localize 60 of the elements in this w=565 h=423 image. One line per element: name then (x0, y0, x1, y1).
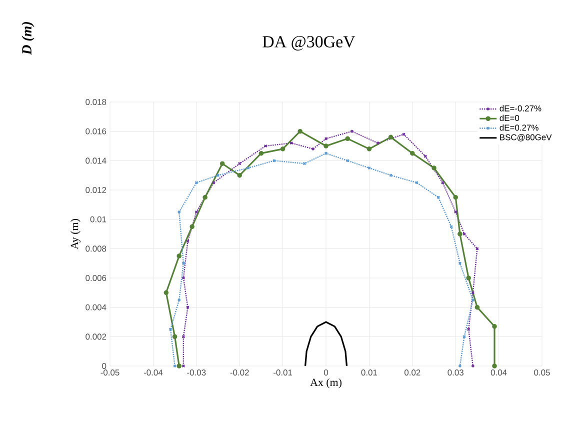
point (458, 232, 462, 236)
legend-label: BSC@80GeV (500, 134, 552, 142)
point (258, 150, 264, 156)
y-tick-label: 0.018 (86, 99, 106, 105)
point (474, 304, 480, 310)
point (237, 172, 242, 178)
y-tick-label: 0.016 (86, 128, 106, 134)
point (173, 364, 177, 368)
point (246, 166, 250, 170)
legend-label: dE=0 (500, 114, 520, 122)
point (410, 150, 415, 156)
point (492, 364, 497, 368)
point (280, 146, 286, 152)
point (324, 144, 328, 148)
y-tick-label: 0.002 (86, 334, 106, 340)
point (164, 290, 169, 296)
point (453, 194, 458, 200)
point (172, 334, 178, 340)
legend-label: dE=-0.27% (500, 105, 542, 112)
y-tick-label: 0.014 (86, 158, 106, 164)
y-tick-label: 0.01 (90, 216, 106, 222)
x-tick-label: 0.02 (404, 370, 420, 376)
x-tick-label: 0.03 (448, 370, 464, 376)
x-tick-label: 0.05 (534, 370, 550, 376)
point (220, 161, 225, 166)
legend-label: dE=0.27% (500, 124, 538, 131)
x-tick-label: -0.03 (187, 370, 206, 376)
point (492, 324, 497, 329)
y-tick-label: 0.012 (86, 187, 106, 193)
point (462, 232, 466, 236)
x-tick-label: 0 (324, 370, 328, 376)
x-tick-label: -0.01 (274, 370, 292, 376)
x-tick-label: -0.04 (144, 370, 163, 376)
y-tick-label: 0.006 (86, 275, 106, 281)
point (176, 364, 182, 368)
y-tick-label: 0.004 (86, 304, 106, 310)
point (367, 166, 371, 170)
line-series (304, 321, 348, 367)
y-tick-label: 0 (102, 363, 106, 369)
y-tick-label: 0.008 (86, 246, 106, 252)
point (176, 254, 182, 258)
x-tick-label: -0.05 (100, 370, 120, 376)
point (202, 194, 208, 200)
point (324, 152, 328, 156)
x-tick-label: -0.02 (230, 370, 249, 376)
point (466, 276, 471, 280)
y-axis-title: Ay (m) (70, 219, 80, 250)
point (432, 166, 436, 170)
point (345, 136, 350, 142)
x-axis-title: Ax (m) (310, 378, 342, 388)
point (168, 328, 172, 332)
x-tick-label: 0.01 (361, 370, 378, 376)
point (190, 224, 194, 230)
point (388, 134, 394, 140)
x-tick-label: 0.04 (490, 370, 507, 376)
text: D (m) (22, 22, 34, 55)
point (216, 174, 220, 178)
point (366, 146, 372, 152)
point (298, 128, 302, 134)
chart-title: DA @30GeV (262, 36, 356, 51)
